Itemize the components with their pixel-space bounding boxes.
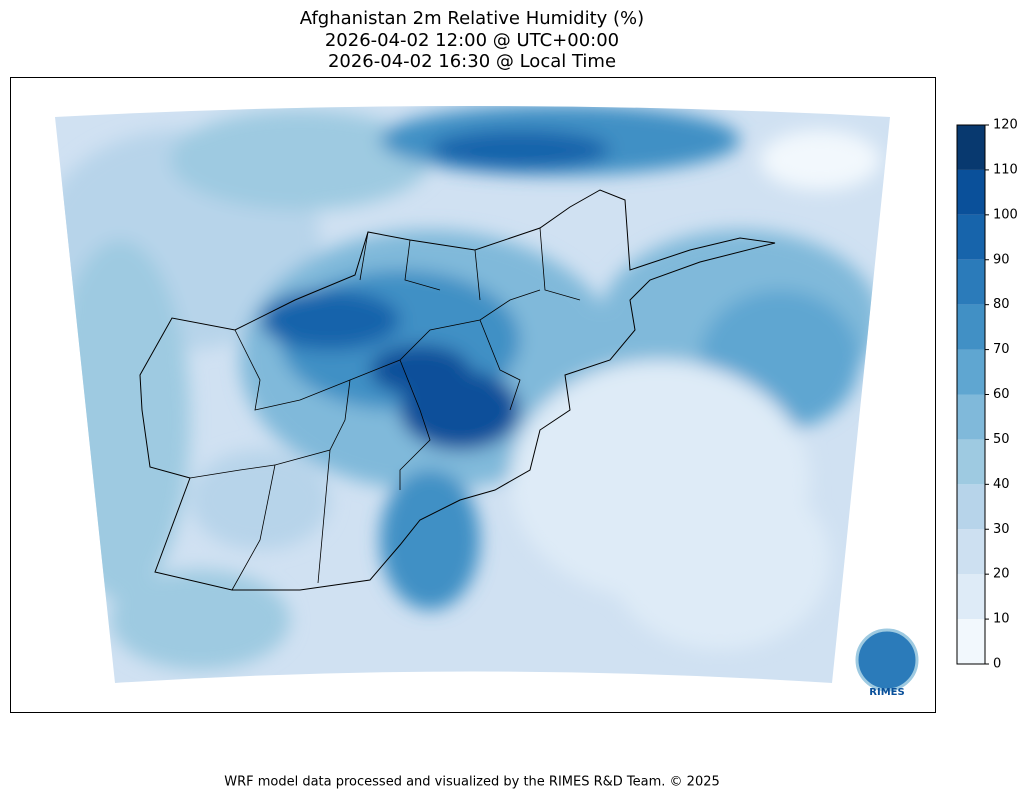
logo-emblem	[855, 628, 919, 692]
colorbar-tick-label: 10	[993, 612, 1010, 627]
colorbar-segment	[957, 259, 985, 305]
province-borders	[189, 227, 581, 591]
colorbar-segment	[957, 349, 985, 395]
colorbar-tick-label: 90	[993, 252, 1010, 267]
colorbar-segment	[957, 214, 985, 260]
colorbar-tick-label: 60	[993, 387, 1010, 402]
colorbar-tick-label: 30	[993, 522, 1010, 537]
humidity-field	[55, 106, 890, 683]
colorbar-tick-label: 100	[993, 207, 1018, 222]
colorbar-segment	[957, 574, 985, 620]
colorbar-segment	[957, 484, 985, 530]
map-frame	[10, 77, 936, 713]
colorbar-segment	[957, 619, 985, 664]
colorbar-segment	[957, 169, 985, 215]
colorbar-segment	[957, 125, 985, 170]
subtitle: 2026-04-02 12:00 @ UTC+00:00	[325, 30, 619, 51]
colorbar-tick-label: 110	[993, 162, 1018, 177]
colorbar-tick-label: 20	[993, 567, 1010, 582]
logo-text: RIMES	[869, 687, 904, 698]
colorbar: 0 10 20 30 40 50 60 70 80 90 100 110 120	[956, 118, 1018, 672]
colorbar-tick-label: 120	[993, 118, 1018, 133]
colorbar-segment	[957, 529, 985, 575]
colorbar-tick-label: 80	[993, 297, 1010, 312]
colorbar-tick-label: 50	[993, 432, 1010, 447]
colorbar-tick-label: 0	[993, 657, 1001, 672]
colorbar-tick-label: 70	[993, 342, 1010, 357]
footer: WRF model data processed and visualized …	[224, 775, 720, 790]
colorbar-segment	[957, 394, 985, 440]
colorbar-tick-label: 40	[993, 477, 1010, 492]
subtitle: 2026-04-02 16:30 @ Local Time	[328, 51, 616, 72]
colorbar-segment	[957, 304, 985, 350]
title: Afghanistan 2m Relative Humidity (%)	[300, 8, 644, 29]
colorbar-segment	[957, 439, 985, 485]
logo: RIMES	[855, 628, 919, 698]
